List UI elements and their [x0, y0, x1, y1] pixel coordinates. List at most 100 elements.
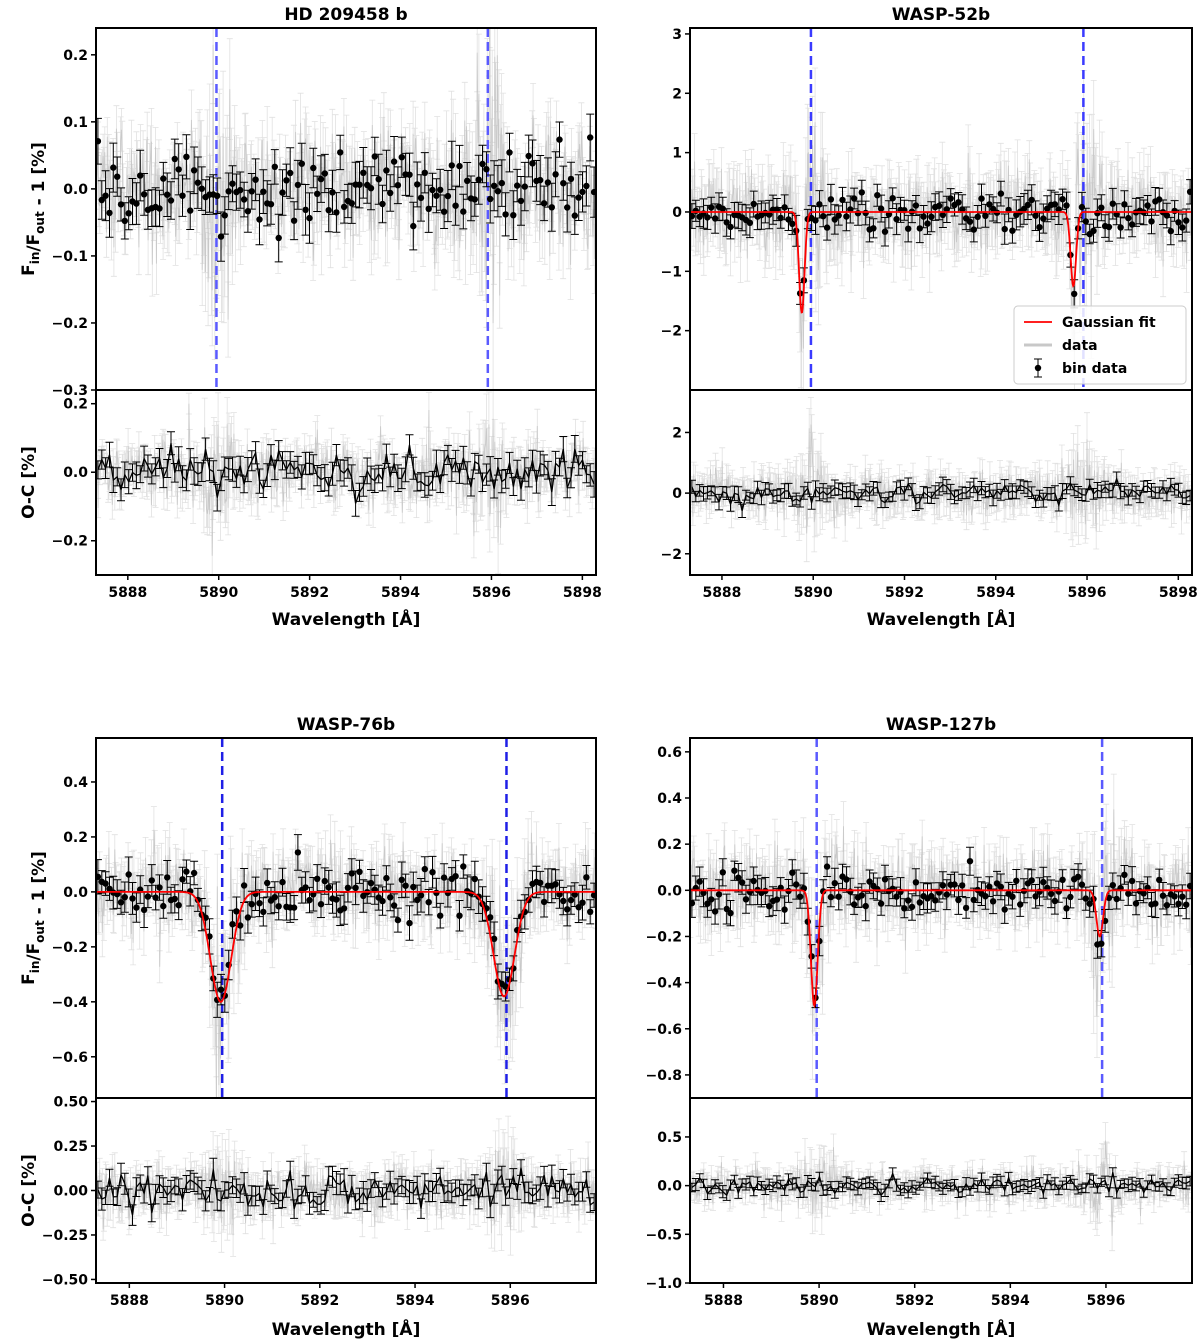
binned-data-point	[302, 884, 309, 891]
y-tick-label: −0.25	[42, 1228, 88, 1244]
binned-data-point	[348, 200, 355, 207]
binned-data-point	[317, 901, 325, 908]
binned-data-point	[1024, 201, 1032, 209]
binned-data-point	[456, 162, 463, 170]
x-tick-label: 5890	[205, 1293, 244, 1309]
binned-data-point	[206, 933, 213, 940]
binned-data-point	[567, 896, 575, 904]
binned-data-point	[986, 201, 993, 208]
binned-data-point	[117, 201, 125, 208]
binned-data-point	[406, 171, 413, 178]
raw-data-line	[96, 28, 596, 324]
binned-data-point	[294, 181, 302, 189]
binned-data-point	[390, 902, 398, 909]
binned-data-point	[970, 226, 977, 233]
y-tick-label: 2	[672, 425, 682, 441]
binned-data-point	[1121, 871, 1128, 878]
binned-data-point	[421, 169, 428, 176]
binned-data-point	[893, 216, 900, 223]
x-tick-label: 5896	[1068, 585, 1107, 601]
binned-data-point	[924, 220, 931, 227]
binned-data-point	[943, 206, 950, 213]
y-tick-label: −0.2	[51, 940, 88, 956]
binned-data-series	[96, 431, 596, 517]
binned-data-point	[171, 895, 178, 903]
binned-data-point	[537, 879, 544, 886]
binned-data-series	[690, 471, 1192, 518]
y-tick-label: 3	[672, 27, 682, 43]
binned-data-point	[1098, 940, 1105, 947]
x-tick-label: 5890	[794, 585, 833, 601]
binned-data-point	[337, 149, 344, 156]
binned-data-point	[727, 223, 734, 231]
binned-data-point	[711, 215, 719, 222]
residual-y-axis-label: O-C [%]	[19, 446, 39, 519]
binned-data-point	[329, 189, 336, 196]
binned-data-point	[248, 188, 255, 195]
binned-data-point	[160, 902, 167, 910]
binned-data-point	[414, 181, 421, 188]
binned-data-point	[742, 896, 750, 903]
binned-data-point	[267, 201, 275, 208]
binned-data-point	[1036, 224, 1043, 231]
binned-data-point	[290, 904, 298, 911]
binned-data-point	[256, 216, 263, 223]
y-tick-label: −0.6	[645, 1022, 682, 1038]
binned-data-point	[708, 204, 715, 211]
binned-data-point	[704, 214, 711, 221]
binned-data-point	[164, 191, 171, 198]
binned-data-point	[225, 188, 232, 195]
binned-data-point	[410, 883, 417, 891]
binned-data-point	[955, 199, 962, 206]
binned-data-point	[564, 906, 571, 913]
binned-data-point	[506, 149, 513, 156]
binned-data-point	[444, 889, 452, 897]
binned-data-point	[302, 206, 309, 213]
binned-data-point	[440, 208, 448, 215]
binned-data-point	[1040, 878, 1047, 886]
binned-data-point	[256, 900, 263, 907]
binned-data-point	[1148, 218, 1155, 225]
x-tick-label: 5892	[885, 585, 924, 601]
raw-data-series	[690, 1122, 1192, 1252]
binned-data-point	[102, 880, 109, 887]
binned-data-point	[816, 201, 823, 208]
binned-data-point	[294, 849, 302, 856]
binned-data-point	[367, 879, 375, 887]
binned-data-point	[901, 905, 908, 912]
binned-data-point	[1044, 205, 1051, 212]
binned-data-point	[1040, 215, 1047, 222]
y-tick-label: 0.0	[657, 883, 682, 899]
binned-data-point	[96, 873, 102, 880]
binned-data-point	[510, 212, 517, 219]
binned-data-point	[106, 209, 113, 217]
binned-data-point	[781, 204, 788, 211]
raw-data-series	[690, 773, 1192, 1080]
y-tick-label: −0.2	[51, 316, 88, 332]
binned-data-point	[425, 899, 432, 906]
binned-data-point	[1163, 212, 1171, 219]
binned-data-point	[456, 912, 463, 919]
x-tick-label: 5896	[1086, 1293, 1125, 1309]
binned-data-point	[383, 167, 390, 174]
binned-data-point	[156, 205, 163, 212]
binned-data-point	[1067, 893, 1074, 901]
binned-data-point	[986, 883, 993, 890]
binned-data-point	[715, 891, 723, 898]
binned-data-point	[1078, 881, 1086, 888]
binned-data-point	[179, 876, 186, 883]
binned-data-point	[140, 191, 148, 198]
y-tick-label: −0.4	[51, 995, 88, 1011]
binned-data-point	[1152, 900, 1159, 907]
y-tick-label: 0	[672, 205, 682, 221]
y-tick-label: 1	[672, 146, 682, 162]
binned-data-point	[889, 195, 896, 202]
binned-data-point	[820, 888, 827, 895]
binned-data-point	[125, 210, 132, 217]
binned-data-point	[552, 171, 559, 178]
x-tick-label: 5896	[491, 1293, 530, 1309]
binned-data-point	[1055, 206, 1063, 213]
binned-data-point	[379, 200, 386, 208]
binned-data-point	[175, 902, 182, 909]
binned-data-point	[723, 905, 730, 913]
